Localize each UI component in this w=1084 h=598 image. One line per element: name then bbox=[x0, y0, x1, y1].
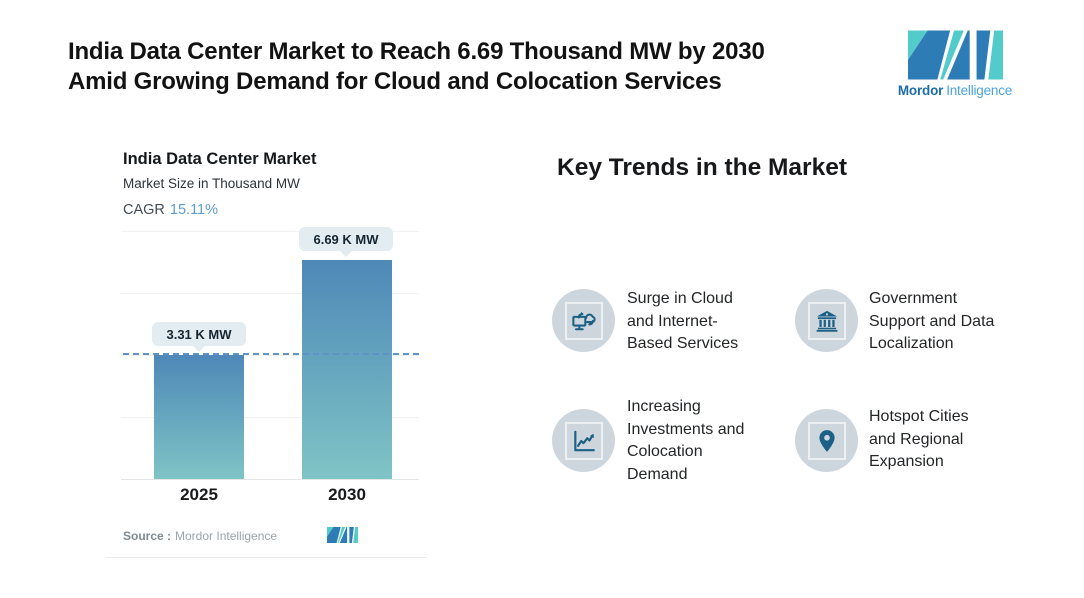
mordor-intelligence-logo-icon bbox=[908, 30, 1003, 80]
icon-frame bbox=[564, 421, 603, 460]
value-label-2030: 6.69 K MW bbox=[299, 227, 393, 251]
source-value: Mordor Intelligence bbox=[175, 529, 278, 543]
gridline bbox=[121, 293, 419, 294]
icon-frame bbox=[807, 421, 846, 460]
trend-label-government: Government Support and Data Localization bbox=[869, 290, 995, 352]
cagr-label: CAGR bbox=[123, 202, 165, 218]
page-title: India Data Center Market to Reach 6.69 T… bbox=[68, 38, 765, 95]
x-axis-label-2025: 2025 bbox=[180, 485, 218, 504]
mordor-intelligence-mini-logo-icon bbox=[327, 527, 358, 543]
trend-item-cloud bbox=[552, 289, 615, 352]
brand-logo: Mordor Intelligence bbox=[890, 30, 1020, 98]
trend-item-government bbox=[795, 289, 858, 352]
trend-label-investments: Increasing Investments and Colocation De… bbox=[627, 398, 745, 483]
baseline bbox=[121, 479, 419, 480]
brand-name-bold: Mordor bbox=[897, 83, 944, 98]
government-bank-icon bbox=[816, 310, 837, 332]
value-label-2025: 3.31 K MW bbox=[152, 322, 246, 346]
brand-wordmark: Mordor Intelligence bbox=[890, 83, 1020, 98]
cagr-row: CAGR 15.11% bbox=[123, 202, 218, 218]
investment-chart-icon bbox=[573, 430, 595, 451]
source-label: Source : bbox=[123, 529, 172, 543]
cagr-value: 15.11% bbox=[169, 202, 219, 218]
trends-heading: Key Trends in the Market bbox=[557, 154, 848, 181]
cloud-computing-icon bbox=[571, 311, 596, 330]
bar-chart-plot-area: 3.31 K MW 6.69 K MW bbox=[121, 225, 419, 480]
bar-2030 bbox=[302, 260, 392, 479]
chart-title: India Data Center Market bbox=[123, 150, 317, 168]
chart-subtitle: Market Size in Thousand MW bbox=[123, 176, 300, 191]
icon-frame bbox=[807, 301, 846, 340]
location-pin-icon bbox=[818, 429, 835, 452]
gridline bbox=[121, 355, 419, 356]
source-row: Source : Mordor Intelligence bbox=[123, 529, 277, 543]
reference-dashed-line bbox=[123, 353, 419, 355]
trend-label-cloud: Surge in Cloud and Internet- Based Servi… bbox=[627, 290, 739, 352]
gridline bbox=[121, 231, 419, 232]
market-chart-card: India Data Center Market Market Size in … bbox=[105, 130, 427, 558]
trend-label-hotspot: Hotspot Cities and Regional Expansion bbox=[869, 408, 969, 470]
icon-frame bbox=[564, 301, 603, 340]
trend-item-hotspot bbox=[795, 409, 858, 472]
brand-name-light: Intelligence bbox=[946, 83, 1013, 98]
x-axis-label-2030: 2030 bbox=[328, 485, 366, 504]
gridline bbox=[121, 417, 419, 418]
trend-item-investments bbox=[552, 409, 615, 472]
bar-2025 bbox=[154, 355, 244, 479]
